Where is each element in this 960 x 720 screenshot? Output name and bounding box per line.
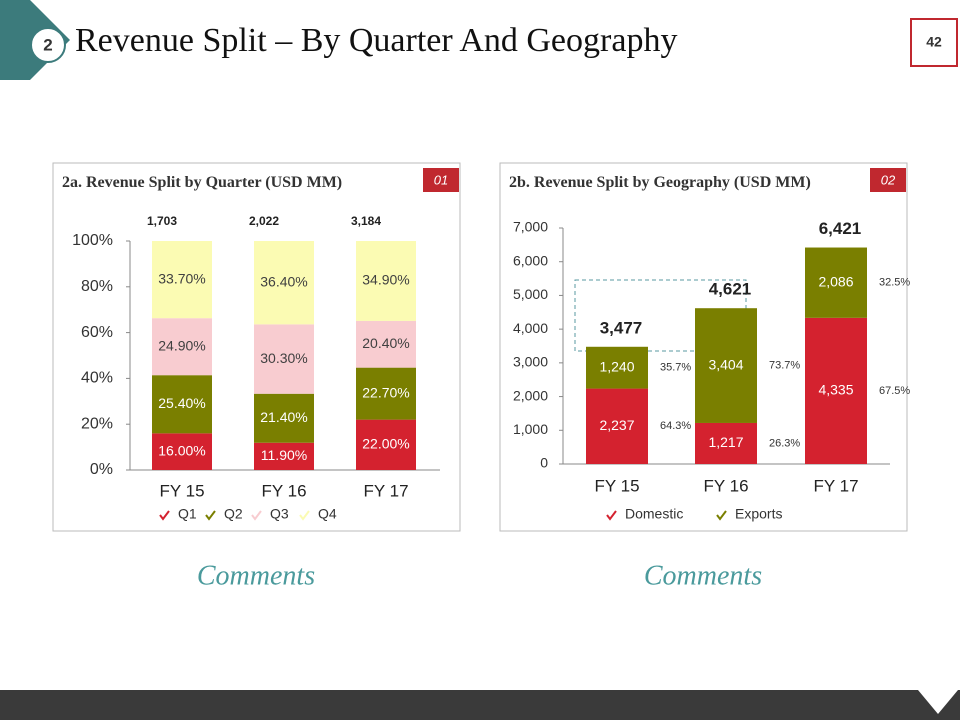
- total-label: 6,421: [819, 219, 862, 238]
- y-tick-label: 2,000: [513, 387, 548, 403]
- y-tick-label: 0%: [90, 461, 113, 478]
- panel-badge: [423, 168, 459, 192]
- section-number: 2: [43, 35, 52, 54]
- bar-segment: [152, 318, 212, 376]
- total-label: 2,022: [249, 214, 279, 228]
- y-tick-label: 20%: [81, 415, 113, 432]
- footer-arrow: [918, 690, 958, 714]
- legend-label: Q4: [318, 506, 337, 522]
- bar-segment: [695, 422, 757, 464]
- x-tick-label: FY 16: [261, 481, 306, 500]
- share-label: 73.7%: [769, 359, 800, 371]
- value-label: 36.40%: [260, 273, 307, 289]
- x-tick-label: FY 16: [703, 476, 748, 495]
- bar-segment: [254, 324, 314, 394]
- value-label: 20.40%: [362, 335, 409, 351]
- bar-segment: [152, 241, 212, 319]
- y-tick-label: 6,000: [513, 252, 548, 268]
- legend-label: Q3: [270, 506, 289, 522]
- share-label: 64.3%: [660, 420, 691, 432]
- y-tick-label: 0: [540, 455, 548, 471]
- y-tick-label: 80%: [81, 278, 113, 295]
- bar-segment: [254, 241, 314, 325]
- bar-segment: [254, 442, 314, 470]
- x-tick-label: FY 15: [159, 481, 204, 500]
- panel: [52, 162, 461, 532]
- legend-check: [251, 510, 262, 521]
- bar-segment: [356, 320, 416, 368]
- y-tick-label: 7,000: [513, 219, 548, 235]
- panel-title: 2b. Revenue Split by Geography (USD MM): [509, 174, 811, 191]
- total-label: 4,621: [709, 280, 752, 299]
- bar-segment: [254, 393, 314, 443]
- legend-check: [159, 510, 170, 521]
- panel-badge-text: 02: [881, 172, 896, 187]
- footer-bar: [0, 690, 960, 720]
- legend-check: [299, 510, 310, 521]
- y-tick-label: 100%: [72, 232, 113, 249]
- panel: [499, 162, 908, 532]
- value-label: 2,086: [818, 273, 853, 289]
- value-label: 1,217: [708, 434, 743, 450]
- y-tick-label: 4,000: [513, 320, 548, 336]
- y-tick-label: 40%: [81, 370, 113, 387]
- y-tick-label: 3,000: [513, 354, 548, 370]
- x-tick-label: FY 17: [813, 476, 858, 495]
- y-tick-label: 5,000: [513, 286, 548, 302]
- bar-segment: [152, 375, 212, 434]
- bar-segment: [695, 308, 757, 423]
- legend-label: Exports: [735, 506, 782, 522]
- panel-badge: [870, 168, 906, 192]
- page-box: [910, 18, 958, 67]
- legend-check: [606, 510, 617, 521]
- bar-segment: [152, 433, 212, 470]
- x-tick-label: FY 15: [594, 476, 639, 495]
- bar-segment: [356, 241, 416, 321]
- y-tick-label: 1,000: [513, 421, 548, 437]
- legend-check: [716, 510, 727, 521]
- bar-segment: [356, 367, 416, 420]
- value-label: 3,404: [708, 356, 743, 372]
- share-label: 35.7%: [660, 362, 691, 374]
- total-label: 1,703: [147, 214, 177, 228]
- value-label: 4,335: [818, 382, 853, 398]
- share-label: 32.5%: [879, 277, 910, 289]
- value-label: 33.70%: [158, 270, 205, 286]
- value-label: 25.40%: [158, 395, 205, 411]
- value-label: 34.90%: [362, 272, 409, 288]
- legend-check: [205, 510, 216, 521]
- legend-label: Q1: [178, 506, 197, 522]
- value-label: 11.90%: [261, 447, 307, 463]
- slide-title: Revenue Split – By Quarter And Geography: [75, 22, 677, 59]
- legend-label: Domestic: [625, 506, 683, 522]
- legend-label: Q2: [224, 506, 243, 522]
- bar-segment: [805, 317, 867, 464]
- value-label: 1,240: [599, 358, 634, 374]
- value-label: 30.30%: [260, 350, 307, 366]
- y-tick-label: 60%: [81, 324, 113, 341]
- bar-segment: [805, 247, 867, 318]
- comments-heading: Comments: [644, 560, 762, 591]
- panel-badge-text: 01: [434, 172, 448, 187]
- value-label: 16.00%: [158, 442, 205, 458]
- value-label: 22.00%: [362, 436, 409, 452]
- bar-segment: [586, 346, 648, 389]
- share-label: 26.3%: [769, 437, 800, 449]
- value-label: 24.90%: [158, 337, 205, 353]
- total-label: 3,184: [351, 214, 381, 228]
- bar-segment: [356, 419, 416, 470]
- x-tick-label: FY 17: [363, 481, 408, 500]
- panel-title: 2a. Revenue Split by Quarter (USD MM): [62, 174, 343, 191]
- share-label: 67.5%: [879, 385, 910, 397]
- page-number: 42: [926, 34, 942, 50]
- value-label: 22.70%: [362, 384, 409, 400]
- comments-heading: Comments: [197, 560, 315, 591]
- value-label: 2,237: [599, 417, 634, 433]
- total-label: 3,477: [600, 318, 643, 337]
- bar-segment: [586, 388, 648, 464]
- value-label: 21.40%: [260, 409, 307, 425]
- section-badge: [30, 27, 66, 63]
